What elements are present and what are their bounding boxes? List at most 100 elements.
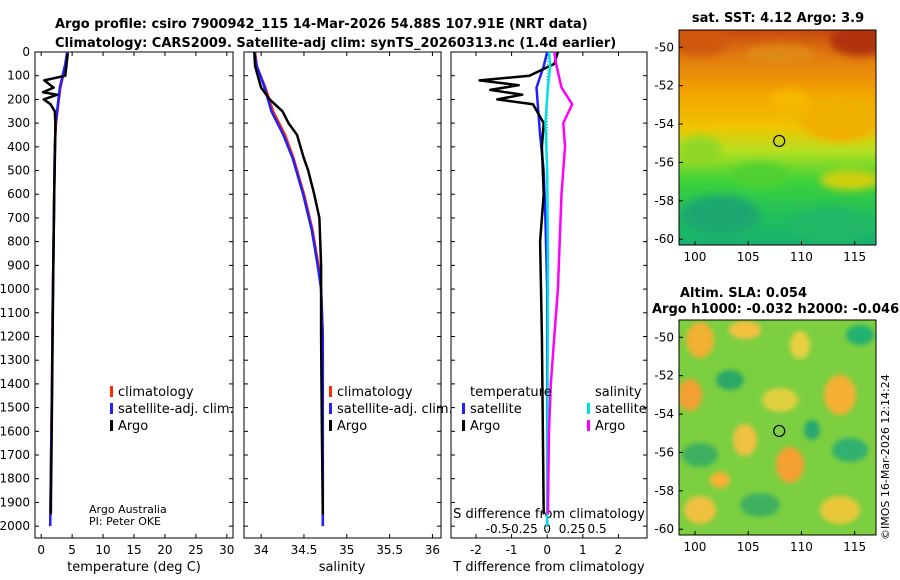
series-line-temperature-argo	[478, 51, 560, 515]
depth-axis: 0 100 200 300 400 500 600 700 800 900 1000 1100 1200…	[0, 45, 647, 533]
legend-temp-satellite: satellite	[470, 402, 522, 417]
depth-tick-label: 1500	[0, 401, 30, 415]
map-lat-label: -54	[654, 407, 674, 421]
legend-sal-argo: Argo	[595, 419, 625, 434]
map-lat-label: -50	[654, 40, 674, 54]
legend-swatch-climatology	[110, 386, 113, 397]
sla-heatmap	[679, 320, 876, 535]
map-lat-label: -60	[654, 522, 674, 536]
credit-line1: Argo Australia	[89, 503, 167, 516]
sst-heatmap	[679, 30, 876, 245]
legend-swatch-argo	[329, 420, 332, 431]
series-line-salinity-satellite	[544, 51, 552, 527]
legend-label-satellite: satellite-adj. clim.	[118, 402, 234, 417]
map-lat-label: -58	[654, 484, 674, 498]
x-tick-label: 0	[543, 543, 551, 557]
x-tick-label: 5	[68, 543, 76, 557]
legend-swatch-sal-satellite	[587, 403, 590, 414]
credit-line2: PI: Peter OKE	[89, 515, 161, 528]
sst-map-axes: 100 105 110 115 -50 -52 -54 -56 -58 -60	[654, 40, 866, 264]
legend-label-argo: Argo	[118, 419, 148, 434]
sla-map-axes: 100 105 110 115 -50 -52 -54 -56 -58 -60	[654, 330, 866, 554]
map-lon-label: 100	[684, 540, 707, 554]
temperature-legend: climatology satellite-adj. clim. Argo	[110, 385, 234, 434]
depth-tick-label: 200	[7, 92, 30, 106]
x-tick-label: 0	[37, 543, 45, 557]
s-diff-tick-label: -0.25	[507, 522, 538, 536]
sst-map-title: sat. SST: 4.12 Argo: 3.9	[692, 11, 864, 26]
x-tick-label: 34.5	[291, 543, 318, 557]
sla-map-title-line1: Altim. SLA: 0.054	[680, 286, 807, 301]
map-lat-label: -52	[654, 79, 674, 93]
map-lat-label: -50	[654, 330, 674, 344]
temperature-x-axis: 0 5 10 15 20 25 30	[37, 52, 234, 557]
depth-tick-label: 100	[7, 69, 30, 83]
depth-tick-label: 400	[7, 140, 30, 154]
figure-title-line1: Argo profile: csiro 7900942_115 14-Mar-2…	[55, 17, 588, 32]
map-lon-label: 105	[737, 540, 760, 554]
map-lat-label: -56	[654, 155, 674, 169]
depth-tick-label: 1400	[0, 377, 30, 391]
depth-tick-label: 800	[7, 235, 30, 249]
map-lat-label: -60	[654, 232, 674, 246]
difference-legend: temperature satellite Argo salinity sate…	[462, 385, 647, 434]
series-line-temperature-satellite	[535, 51, 549, 527]
salinity-x-axis: 34 34.5 35 35.5 36	[253, 52, 440, 557]
salinity-axis-label: salinity	[319, 560, 366, 575]
x-tick-label: 15	[126, 543, 141, 557]
depth-tick-label: 700	[7, 211, 30, 225]
legend-salinity-title: salinity	[595, 385, 642, 400]
salinity-legend: climatology satellite-adj. clim. Argo	[329, 385, 453, 434]
depth-tick-label: 1200	[0, 329, 30, 343]
depth-tick-label: 300	[7, 116, 30, 130]
x-tick-label: 35.5	[376, 543, 403, 557]
depth-tick-label: 2000	[0, 519, 30, 533]
legend-label-argo: Argo	[337, 419, 367, 434]
map-lat-label: -54	[654, 117, 674, 131]
argo-location-marker	[773, 424, 786, 438]
sst-map-frame	[678, 29, 877, 246]
map-lat-label: -52	[654, 369, 674, 383]
t-difference-axis-label: T difference from climatology	[452, 560, 645, 575]
depth-tick-label: 1300	[0, 353, 30, 367]
depth-tick-label: 1000	[0, 282, 30, 296]
sla-map-title-line2: Argo h1000: -0.032 h2000: -0.046	[652, 302, 899, 317]
x-tick-label: 36	[425, 543, 440, 557]
depth-tick-label: 1900	[0, 495, 30, 509]
x-tick-label: 35	[339, 543, 354, 557]
s-diff-tick-label: 0.5	[588, 522, 607, 536]
legend-swatch-temp-argo	[462, 420, 465, 431]
difference-series	[478, 51, 574, 527]
map-lon-label: 110	[790, 250, 813, 264]
map-lon-label: 115	[843, 250, 866, 264]
legend-label-satellite: satellite-adj. clim.	[337, 402, 453, 417]
s-difference-axis-label: S difference from climatology	[453, 507, 645, 522]
figure-title-line2: Climatology: CARS2009. Satellite-adj cli…	[55, 36, 616, 51]
map-lon-label: 105	[737, 250, 760, 264]
s-diff-tick-label: -0.5	[486, 522, 509, 536]
imos-watermark: ©IMOS 16-Mar-2026 12:14:24	[879, 374, 892, 540]
x-tick-label: 10	[95, 543, 110, 557]
x-tick-label: 30	[219, 543, 234, 557]
x-tick-label: 20	[157, 543, 172, 557]
legend-swatch-climatology	[329, 386, 332, 397]
legend-temperature-title: temperature	[470, 385, 552, 400]
map-lon-label: 110	[790, 540, 813, 554]
depth-tick-label: 900	[7, 258, 30, 272]
s-diff-tick-label: 0.25	[559, 522, 586, 536]
x-tick-label: 1	[579, 543, 587, 557]
salinity-panel-frame	[243, 51, 442, 539]
temperature-axis-label: temperature (deg C)	[67, 560, 201, 575]
legend-temp-argo: Argo	[470, 419, 500, 434]
x-tick-label: 34	[253, 543, 268, 557]
map-lon-label: 115	[843, 540, 866, 554]
temperature-panel-frame	[34, 51, 234, 539]
argo-location-marker	[773, 134, 786, 148]
depth-tick-label: 1700	[0, 448, 30, 462]
legend-swatch-satellite	[329, 403, 332, 414]
map-lon-label: 100	[684, 250, 707, 264]
legend-label-climatology: climatology	[337, 385, 413, 400]
map-lat-label: -56	[654, 445, 674, 459]
x-tick-label: 25	[188, 543, 203, 557]
